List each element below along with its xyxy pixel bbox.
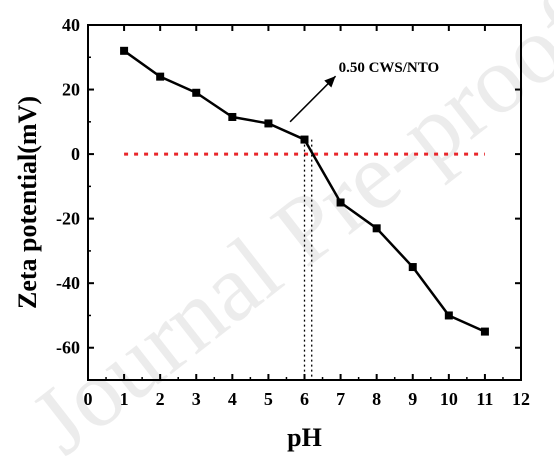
series-group: [120, 46, 489, 336]
data-point-marker: [192, 88, 201, 97]
data-point-marker: [372, 224, 381, 233]
x-tick-label: 4: [228, 389, 237, 409]
y-axis-title: Zeta potential(mV): [13, 96, 42, 309]
x-axis-ticks: 0 1 2 3 4 5 6 7 8 9 10 11 12: [84, 25, 530, 409]
y-tick-label: -20: [56, 209, 80, 229]
data-point-marker: [300, 135, 309, 144]
x-tick-label: 7: [336, 389, 345, 409]
data-point-marker: [264, 119, 273, 128]
x-tick-label: 12: [512, 389, 530, 409]
x-tick-label: 2: [156, 389, 165, 409]
y-tick-label: 20: [62, 80, 80, 100]
y-tick-label: 40: [62, 15, 80, 35]
data-point-marker: [336, 198, 345, 207]
data-point-marker: [480, 327, 489, 336]
data-point-marker: [120, 46, 129, 55]
data-point-marker: [408, 263, 417, 272]
y-tick-label: 0: [71, 144, 80, 164]
y-tick-label: -40: [56, 273, 80, 293]
x-tick-label: 0: [84, 389, 93, 409]
watermark: Journal Pre-proof: [11, 0, 554, 457]
x-tick-label: 10: [440, 389, 458, 409]
x-axis-title: pH: [287, 423, 322, 452]
data-point-marker: [156, 72, 165, 81]
reference-lines: [124, 139, 485, 380]
annotation-arrow-head: [324, 76, 336, 88]
x-tick-label: 11: [476, 389, 493, 409]
y-tick-label: -60: [56, 338, 80, 358]
data-point-marker: [228, 112, 237, 121]
x-tick-label: 9: [408, 389, 417, 409]
x-tick-label: 5: [264, 389, 273, 409]
x-tick-label: 6: [300, 389, 309, 409]
data-point-marker: [444, 311, 453, 320]
annotation-label: 0.50 CWS/NTO: [339, 60, 440, 76]
y-axis-ticks: -60 -40 -20 0 20 40: [56, 15, 521, 381]
x-tick-label: 1: [120, 389, 129, 409]
annotation-group: 0.50 CWS/NTO: [289, 60, 440, 123]
x-tick-label: 3: [192, 389, 201, 409]
watermark-text: Journal Pre-proof: [11, 0, 554, 457]
x-tick-label: 8: [372, 389, 381, 409]
